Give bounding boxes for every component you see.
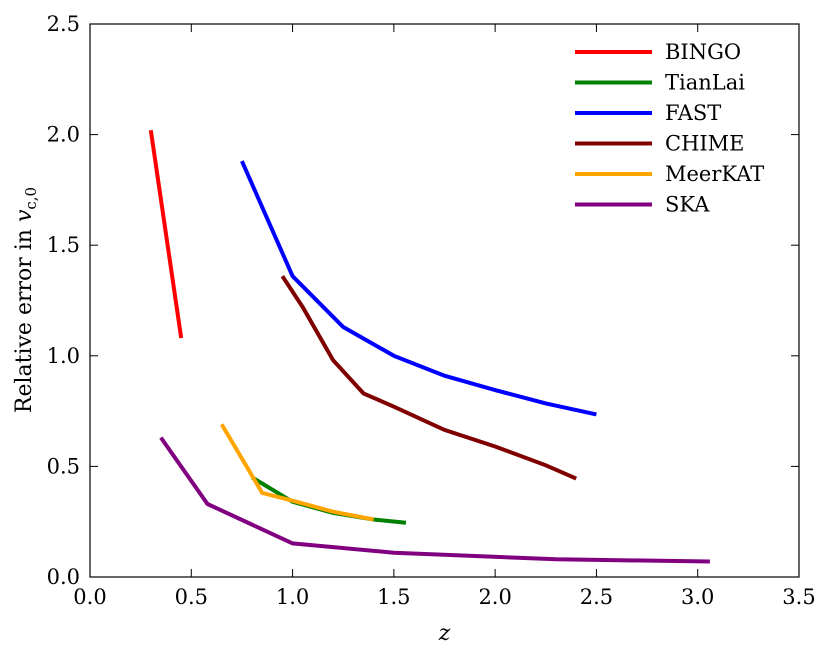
y-tick-label: 1.0 — [47, 344, 80, 368]
y-tick-label: 2.5 — [47, 12, 80, 36]
y-tick-label: 0.5 — [47, 454, 80, 478]
y-axis-label-symbol: v — [12, 209, 37, 222]
series-line-fast — [240, 160, 597, 417]
series-line-ska — [159, 436, 710, 564]
series-line-meerkat — [219, 423, 374, 522]
x-tick-label: 0.5 — [175, 585, 208, 609]
y-tick-label: 2.0 — [47, 123, 80, 147]
x-axis-label: z — [438, 621, 451, 646]
x-tick-label: 0.0 — [73, 585, 106, 609]
x-tick-label: 3.5 — [782, 585, 815, 609]
x-tick-label: 3.0 — [681, 585, 714, 609]
series-line-tianlai — [251, 475, 407, 525]
y-axis-label-prefix: Relative error in — [12, 222, 37, 413]
y-tick-label: 1.5 — [47, 233, 80, 257]
legend-label-tianlai: TianLai — [665, 71, 745, 95]
legend-label-bingo: BINGO — [665, 40, 741, 64]
plot-frame — [89, 23, 800, 578]
series-line-bingo — [148, 129, 184, 339]
x-tick-label: 2.5 — [580, 585, 613, 609]
legend-label-chime: CHIME — [665, 132, 745, 156]
y-axis-label: Relative error in vc,0 — [12, 187, 40, 413]
x-tick-label: 2.0 — [478, 585, 511, 609]
legend-label-meerkat: MeerKAT — [665, 162, 764, 186]
y-tick-label: 0.0 — [47, 565, 80, 589]
ticks-layer: 0.0 0.5 1.0 1.5 2.0 2.5 3.0 3.5 0.0 0.5 1.0 1.5 2.0 2… — [47, 12, 816, 609]
y-axis-label-subscript: c,0 — [22, 187, 40, 210]
series-layer — [148, 129, 710, 564]
x-tick-label: 1.0 — [276, 585, 309, 609]
legend-label-fast: FAST — [665, 101, 721, 125]
x-tick-label: 1.5 — [377, 585, 410, 609]
legend-label-ska: SKA — [665, 193, 710, 217]
legend: BINGO TianLai FAST CHIME MeerKAT SKA — [575, 40, 764, 217]
series-line-chime — [280, 275, 578, 481]
